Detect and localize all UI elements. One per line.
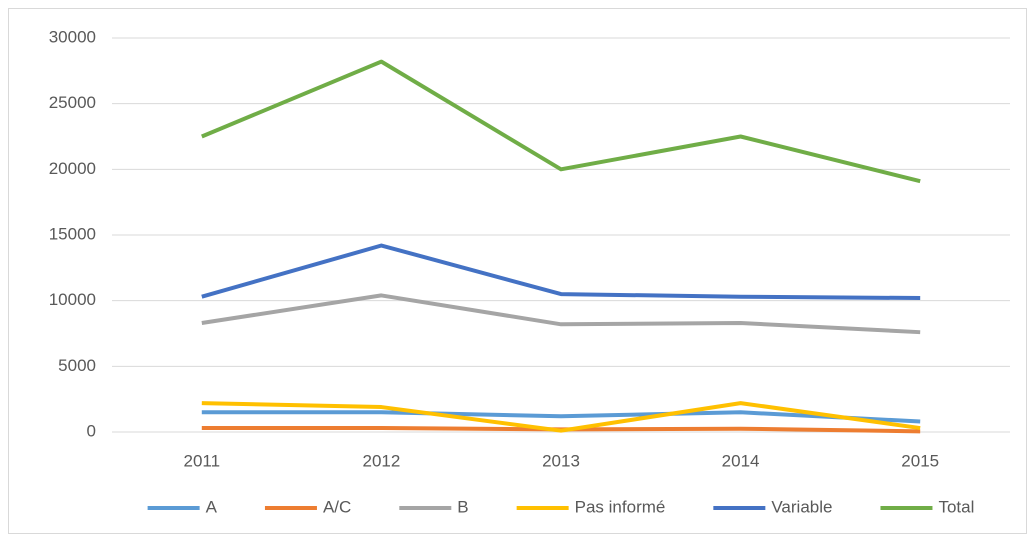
x-tick-label: 2012 [362,451,400,470]
x-tick-label: 2013 [542,451,580,470]
series-line [201,59,921,184]
legend-label: Variable [771,497,832,516]
x-tick-label: 2014 [722,451,760,470]
legend-label: B [457,497,468,516]
series-line [201,410,921,424]
y-tick-label: 30000 [49,27,96,46]
y-tick-label: 5000 [58,356,96,375]
y-tick-label: 15000 [49,224,96,243]
series-line [201,401,921,433]
y-tick-label: 10000 [49,290,96,309]
legend-label: A [206,497,218,516]
x-tick-label: 2015 [901,451,939,470]
series-line [201,293,921,335]
legend-label: Total [938,497,974,516]
y-tick-label: 25000 [49,93,96,112]
x-tick-label: 2011 [184,451,221,470]
legend-label: A/C [323,497,351,516]
series-line [201,243,921,301]
y-tick-label: 20000 [49,159,96,178]
chart-border [8,8,1027,534]
y-tick-label: 0 [87,421,96,440]
legend-label: Pas informé [575,497,666,516]
